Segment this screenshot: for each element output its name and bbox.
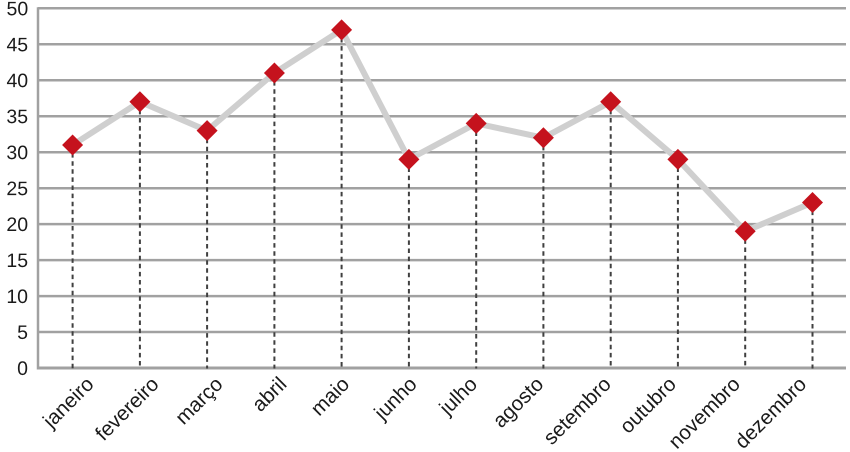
svg-text:30: 30: [6, 142, 28, 164]
svg-text:10: 10: [6, 286, 28, 308]
svg-text:5: 5: [17, 322, 28, 344]
svg-text:15: 15: [6, 250, 28, 272]
svg-text:50: 50: [6, 0, 28, 20]
svg-text:0: 0: [17, 358, 28, 380]
svg-text:45: 45: [6, 34, 28, 56]
svg-text:35: 35: [6, 106, 28, 128]
svg-text:20: 20: [6, 214, 28, 236]
svg-text:25: 25: [6, 178, 28, 200]
svg-text:40: 40: [6, 70, 28, 92]
